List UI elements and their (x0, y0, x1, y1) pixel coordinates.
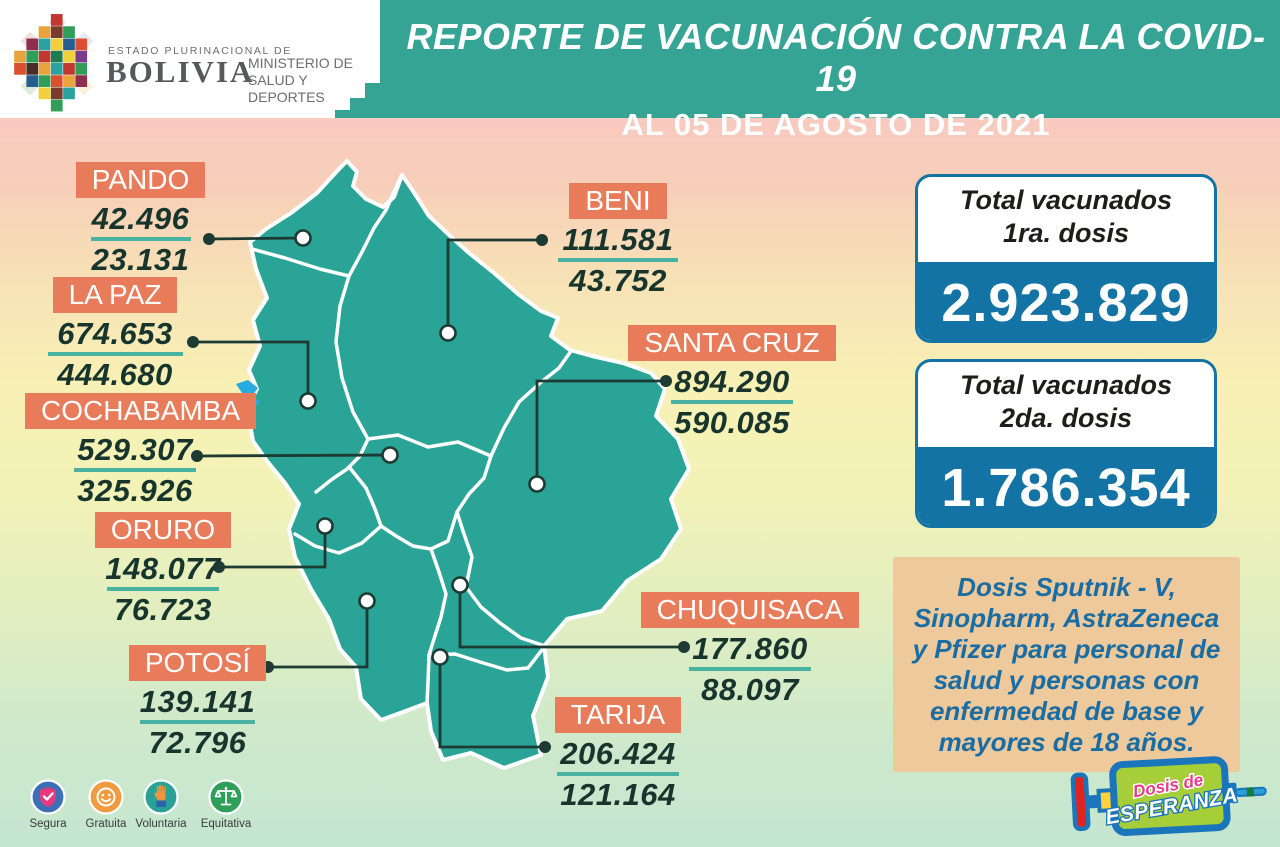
connector-potosi (268, 601, 369, 669)
dose1-value: 42.496 (91, 201, 190, 236)
connector-pando (208, 236, 304, 241)
dept-pando: PANDO 42.496 23.131 (58, 162, 223, 277)
dose2-value: 121.164 (560, 776, 676, 812)
connector-oruro (219, 526, 327, 569)
logo-panel: ESTADO PLURINACIONAL DE BOLIVIA MINISTER… (0, 0, 380, 118)
dose-divider (74, 468, 196, 472)
dose1-value: 177.860 (692, 631, 808, 666)
dose1-value: 139.141 (139, 684, 256, 719)
connector-santa-cruz (535, 379, 666, 484)
label-dots (187, 233, 690, 753)
department-borders (250, 174, 573, 705)
dept-cochabamba: COCHABAMBA 529.307 325.926 (25, 393, 257, 508)
dose1-value: 206.424 (560, 736, 676, 771)
map-marker-beni (439, 324, 457, 342)
total-dose1-value: 2.923.829 (918, 262, 1214, 340)
map-marker-oruro (316, 517, 334, 535)
header-band: REPORTE DE VACUNACIÓN CONTRA LA COVID-19… (0, 0, 1280, 142)
total-card-dose2: Total vacunados 2da. dosis 1.786.354 (915, 359, 1217, 528)
vaccine-note: Dosis Sputnik - V, Sinopharm, AstraZenec… (893, 557, 1240, 772)
dose2-value: 76.723 (114, 591, 212, 627)
dose-divider (107, 587, 219, 591)
dose-divider (558, 258, 678, 262)
principle-gratuita: Gratuita (71, 779, 141, 830)
principle-segura: Segura (13, 779, 83, 830)
dose1-value: 894.290 (674, 364, 790, 399)
total-dose2-value: 1.786.354 (918, 447, 1214, 525)
dept-santa-cruz: SANTA CRUZ 894.290 590.085 (618, 325, 846, 440)
dose-divider (557, 772, 679, 776)
dose2-value: 72.796 (148, 724, 247, 760)
connector-lines (193, 236, 684, 749)
dept-name-badge: SANTA CRUZ (628, 325, 836, 361)
dose1-value: 111.581 (562, 222, 674, 257)
total-card-title: Total vacunados 1ra. dosis (959, 185, 1173, 248)
dept-name-badge: POTOSÍ (128, 645, 267, 681)
dose1-value: 529.307 (77, 432, 193, 467)
dose1-value: 148.077 (105, 551, 221, 586)
dose-divider (140, 720, 255, 724)
dose2-value: 88.097 (701, 671, 799, 707)
dept-name-badge: TARIJA (554, 697, 682, 733)
balance-scale-icon (208, 779, 244, 815)
map-marker-tarija (431, 648, 449, 666)
dose2-value: 43.752 (569, 262, 667, 298)
dose-divider (47, 352, 183, 356)
header-titles: REPORTE DE VACUNACIÓN CONTRA LA COVID-19… (392, 0, 1280, 142)
dosis-de-esperanza-logo: Dosis de ESPERANZA (1070, 756, 1267, 836)
map-marker-pando (294, 229, 312, 247)
dose2-value: 444.680 (57, 356, 173, 392)
shield-check-icon (30, 779, 66, 815)
dept-chuquisaca: CHUQUISACA 177.860 88.097 (640, 592, 860, 707)
dose1-value: 674.653 (57, 316, 173, 351)
dept-name-badge: COCHABAMBA (25, 393, 257, 429)
principle-voluntaria: Voluntaria (126, 779, 196, 830)
dept-name-badge: CHUQUISACA (640, 592, 860, 628)
dept-potosi: POTOSÍ 139.141 72.796 (120, 645, 275, 760)
map-marker-cochabamba (381, 446, 399, 464)
connector-cochabamba (196, 453, 391, 458)
dept-beni: BENI 111.581 43.752 (548, 183, 688, 298)
map-marker-santa-cruz (528, 475, 546, 493)
map-marker-chuquisaca (451, 576, 469, 594)
logo-state-line: ESTADO PLURINACIONAL DE (108, 45, 292, 57)
page-subtitle: AL 05 DE AGOSTO DE 2021 (621, 107, 1051, 142)
principle-equitativa: Equitativa (191, 779, 261, 830)
dept-name-badge: PANDO (75, 162, 206, 198)
dept-name-badge: ORURO (94, 512, 232, 548)
dose2-value: 590.085 (674, 404, 790, 440)
total-card-dose1: Total vacunados 1ra. dosis 2.923.829 (915, 174, 1217, 343)
smiley-icon (88, 779, 124, 815)
dept-oruro: ORURO 148.077 76.723 (88, 512, 238, 627)
dept-tarija: TARIJA 206.424 121.164 (548, 697, 688, 812)
page-title: REPORTE DE VACUNACIÓN CONTRA LA COVID-19 (406, 16, 1266, 99)
connector-chuquisaca (458, 585, 684, 649)
logo-country-name: BOLIVIA (106, 54, 255, 89)
chakana-logo-icon (14, 13, 94, 112)
dept-name-badge: BENI (569, 183, 667, 219)
logo-ministry: MINISTERIO DE SALUD Y DEPORTES (248, 55, 354, 105)
dose2-value: 325.926 (77, 472, 193, 508)
dept-name-badge: LA PAZ (52, 277, 178, 313)
raised-hand-icon (143, 779, 179, 815)
dose-divider (671, 400, 793, 404)
map-marker-la-paz (299, 392, 317, 410)
map-markers (294, 229, 546, 666)
map-marker-potosi (358, 592, 376, 610)
connector-la-paz (193, 340, 310, 401)
dose-divider (90, 237, 191, 241)
dose-divider (689, 667, 811, 671)
total-card-title: Total vacunados 2da. dosis (959, 370, 1173, 433)
connector-beni (446, 238, 542, 333)
dose2-value: 23.131 (91, 241, 190, 277)
connector-tarija (438, 657, 545, 749)
dept-la-paz: LA PAZ 674.653 444.680 (30, 277, 200, 392)
